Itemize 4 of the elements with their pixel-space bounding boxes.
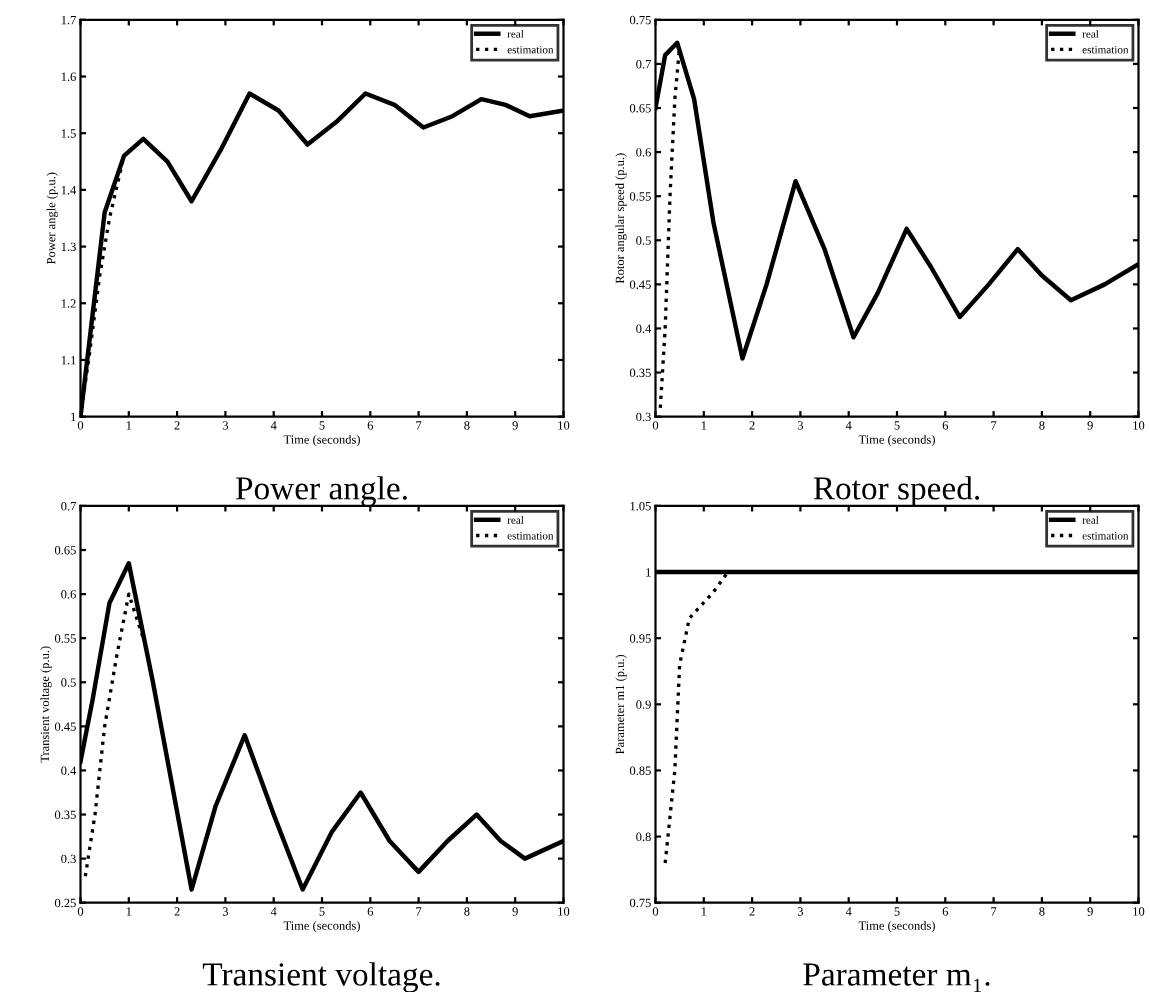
text: Power angle. (235, 476, 407, 507)
text: Transient voltage. (202, 962, 440, 992)
text: Rotor speed. (813, 476, 980, 507)
text: Parameter m₁. (803, 963, 990, 992)
